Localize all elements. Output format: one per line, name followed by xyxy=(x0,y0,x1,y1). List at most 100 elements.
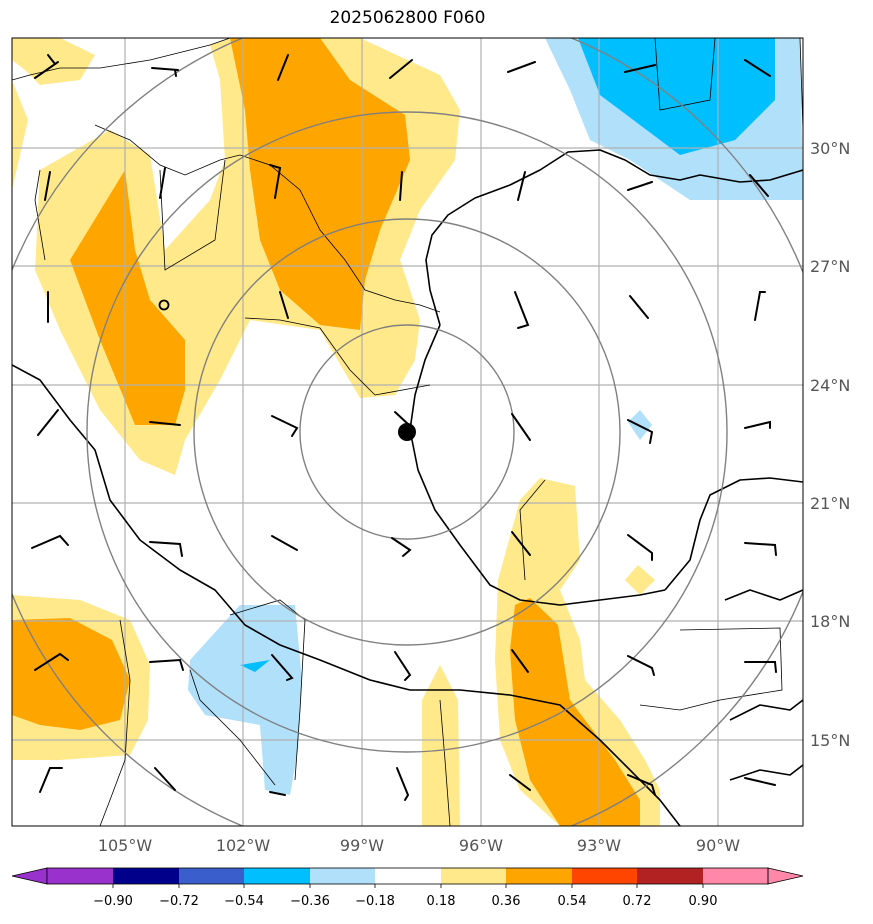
positive-core xyxy=(70,170,185,425)
colorbar-segment xyxy=(637,868,703,884)
colorbar-segment xyxy=(703,868,768,884)
colorbar-segment xyxy=(506,868,572,884)
colorbar-segment xyxy=(244,868,310,884)
colorbar-label: −0.72 xyxy=(159,894,199,909)
colorbar-label: 0.90 xyxy=(689,894,718,909)
wind-barb xyxy=(511,413,531,441)
wind-barb xyxy=(624,64,656,73)
wind-barb xyxy=(154,767,176,791)
positive-core xyxy=(12,618,130,730)
positive-region xyxy=(625,565,655,595)
positive-core xyxy=(510,598,640,826)
wind-barb xyxy=(269,164,282,199)
wind-barb xyxy=(31,534,69,549)
coastlines xyxy=(12,149,803,826)
lat-tick-label: 15°N xyxy=(810,731,850,750)
wind-barb xyxy=(754,291,766,321)
colorbar-label: 0.36 xyxy=(492,894,521,909)
wind-barb xyxy=(627,774,656,796)
lon-tick-label: 99°W xyxy=(340,836,384,855)
colorbar-segment xyxy=(310,868,375,884)
plot-frame xyxy=(11,37,804,827)
colorbar-label: −0.36 xyxy=(290,894,330,909)
lon-tick-label: 105°W xyxy=(98,836,153,855)
colorbar-segment xyxy=(113,868,179,884)
wind-barb xyxy=(627,655,655,676)
colorbar-segment xyxy=(572,868,637,884)
wind-barb xyxy=(44,171,51,201)
colorbar-label: −0.54 xyxy=(224,894,264,909)
wind-barb xyxy=(507,61,536,73)
shaded-field xyxy=(12,38,803,826)
wind-barb xyxy=(151,67,179,77)
positive-region xyxy=(12,80,28,190)
latitude-axis: 30°N 27°N 24°N 21°N 18°N 15°N xyxy=(810,139,850,750)
wind-barb xyxy=(517,171,526,201)
borders xyxy=(12,38,803,826)
positive-region xyxy=(422,665,460,826)
wind-barb xyxy=(149,658,184,671)
lon-tick-label: 90°W xyxy=(696,836,740,855)
colorbar-segment xyxy=(179,868,244,884)
lon-tick-label: 102°W xyxy=(216,836,271,855)
colorbar-segment xyxy=(47,868,113,884)
colorbar-extend-low xyxy=(11,867,48,885)
wind-barb xyxy=(271,415,299,437)
wind-barb xyxy=(396,767,410,801)
colorbar-extend-high xyxy=(767,867,804,885)
wind-barb xyxy=(744,661,777,673)
longitude-axis: 105°W 102°W 99°W 96°W 93°W 90°W xyxy=(98,836,740,855)
map-title: 2025062800 F060 xyxy=(329,8,486,28)
wind-barb xyxy=(744,777,776,786)
wind-barb xyxy=(269,791,286,796)
colorbar: −0.90 −0.72 −0.54 −0.36 −0.18 0.18 0.36 … xyxy=(11,867,804,909)
wind-barb xyxy=(394,651,412,681)
wind-barb xyxy=(744,542,777,556)
negative-core xyxy=(578,38,775,155)
wind-barb xyxy=(511,531,531,556)
wind-barb xyxy=(34,652,69,671)
wind-barb xyxy=(277,54,289,81)
range-rings xyxy=(12,38,803,826)
wind-barb xyxy=(159,167,166,199)
colorbar-segment xyxy=(441,868,506,884)
wind-barb xyxy=(37,409,59,436)
wind-barb xyxy=(629,295,649,319)
wind-barb xyxy=(39,767,63,793)
lon-tick-label: 96°W xyxy=(459,836,503,855)
wind-barb xyxy=(391,537,412,557)
wind-barb xyxy=(399,171,403,201)
positive-core xyxy=(230,38,410,330)
wind-barb xyxy=(511,649,529,673)
colorbar-label: 0.18 xyxy=(427,894,456,909)
graticule xyxy=(12,38,803,826)
low-center-marker xyxy=(158,299,170,311)
lat-tick-label: 21°N xyxy=(810,494,850,513)
lon-tick-label: 93°W xyxy=(577,836,621,855)
lat-tick-label: 18°N xyxy=(810,612,850,631)
colorbar-label: 0.72 xyxy=(623,894,652,909)
wind-barb xyxy=(744,420,771,429)
colorbar-label: −0.18 xyxy=(355,894,395,909)
lat-tick-label: 24°N xyxy=(810,376,850,395)
wind-barb xyxy=(279,291,289,319)
wind-barb xyxy=(271,654,294,681)
colorbar-label: −0.90 xyxy=(93,894,133,909)
wind-barb xyxy=(149,541,183,557)
colorbar-segment xyxy=(375,868,441,884)
wind-barb xyxy=(627,419,654,444)
colorbar-label: 0.54 xyxy=(558,894,587,909)
wind-barbs xyxy=(31,54,777,801)
lat-tick-label: 27°N xyxy=(810,257,850,276)
wind-barb xyxy=(749,174,769,197)
wind-barb xyxy=(509,774,531,791)
wind-barb xyxy=(149,421,181,426)
wind-barb xyxy=(271,535,298,551)
wind-barb xyxy=(389,59,413,79)
wind-barb xyxy=(627,181,653,191)
negative-region xyxy=(188,605,302,795)
lat-tick-label: 30°N xyxy=(810,139,850,158)
wind-barb xyxy=(744,59,771,77)
wind-barb xyxy=(34,54,59,79)
